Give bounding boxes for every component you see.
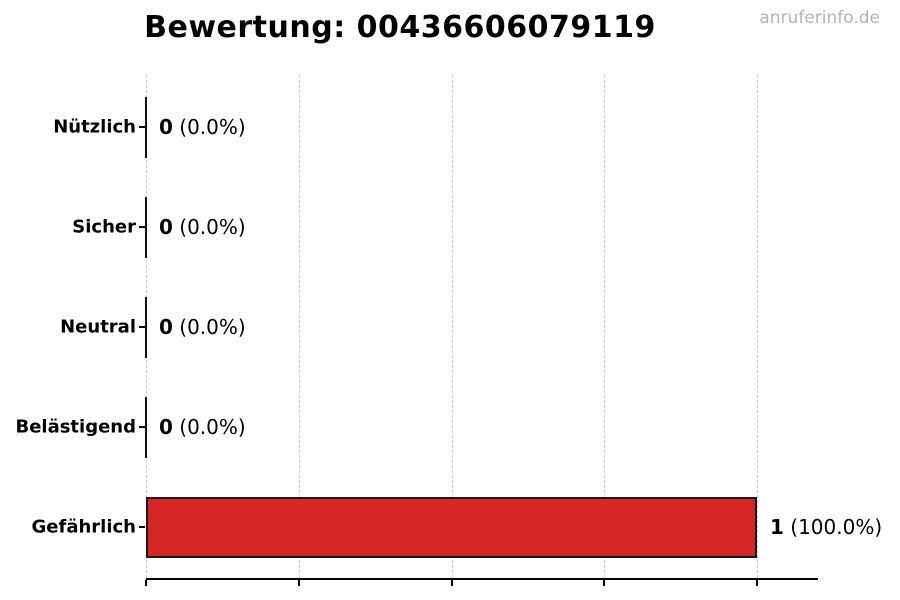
bar-value-label: 1 (100.0%) bbox=[770, 515, 882, 539]
bar-value-count: 0 bbox=[159, 415, 173, 439]
category-tick-icon bbox=[139, 226, 145, 228]
x-axis-tick bbox=[756, 580, 758, 586]
category-label: Belästigend bbox=[15, 416, 136, 438]
category-tick-icon bbox=[139, 526, 145, 528]
zero-bar bbox=[145, 396, 147, 458]
gridline bbox=[757, 75, 758, 578]
category-label: Sicher bbox=[72, 216, 136, 238]
zero-bar bbox=[145, 296, 147, 358]
x-axis-tick bbox=[603, 580, 606, 586]
bar-value-label: 0 (0.0%) bbox=[159, 415, 246, 439]
category-tick-icon bbox=[139, 126, 145, 128]
gridline bbox=[298, 75, 300, 578]
x-axis-tick bbox=[145, 580, 147, 586]
bar bbox=[146, 496, 757, 558]
bar-value-percent: (0.0%) bbox=[179, 415, 246, 439]
bar-value-percent: (0.0%) bbox=[179, 115, 246, 139]
bar-value-count: 0 bbox=[159, 315, 173, 339]
bar-value-count: 1 bbox=[770, 515, 784, 539]
bar-value-percent: (0.0%) bbox=[179, 315, 246, 339]
category-tick-icon bbox=[139, 426, 145, 428]
category-label: Gefährlich bbox=[31, 516, 136, 538]
category-label: Neutral bbox=[60, 316, 136, 338]
gridline bbox=[451, 75, 453, 578]
x-axis-line bbox=[146, 578, 818, 580]
bar-value-percent: (100.0%) bbox=[790, 515, 883, 539]
bar-value-count: 0 bbox=[159, 215, 173, 239]
zero-bar bbox=[145, 96, 147, 158]
bar-value-label: 0 (0.0%) bbox=[159, 115, 246, 139]
zero-bar bbox=[145, 196, 147, 258]
category-tick-icon bbox=[139, 326, 145, 328]
watermark: anruferinfo.de bbox=[759, 8, 880, 28]
bar-value-label: 0 (0.0%) bbox=[159, 315, 246, 339]
x-axis-tick bbox=[297, 580, 300, 586]
bar-value-count: 0 bbox=[159, 115, 173, 139]
bar-value-label: 0 (0.0%) bbox=[159, 215, 246, 239]
category-label: Nützlich bbox=[53, 116, 136, 138]
x-axis-tick bbox=[450, 580, 453, 586]
gridline bbox=[604, 75, 606, 578]
bar-value-percent: (0.0%) bbox=[179, 215, 246, 239]
chart-title: Bewertung: 00436606079119 bbox=[144, 10, 656, 45]
